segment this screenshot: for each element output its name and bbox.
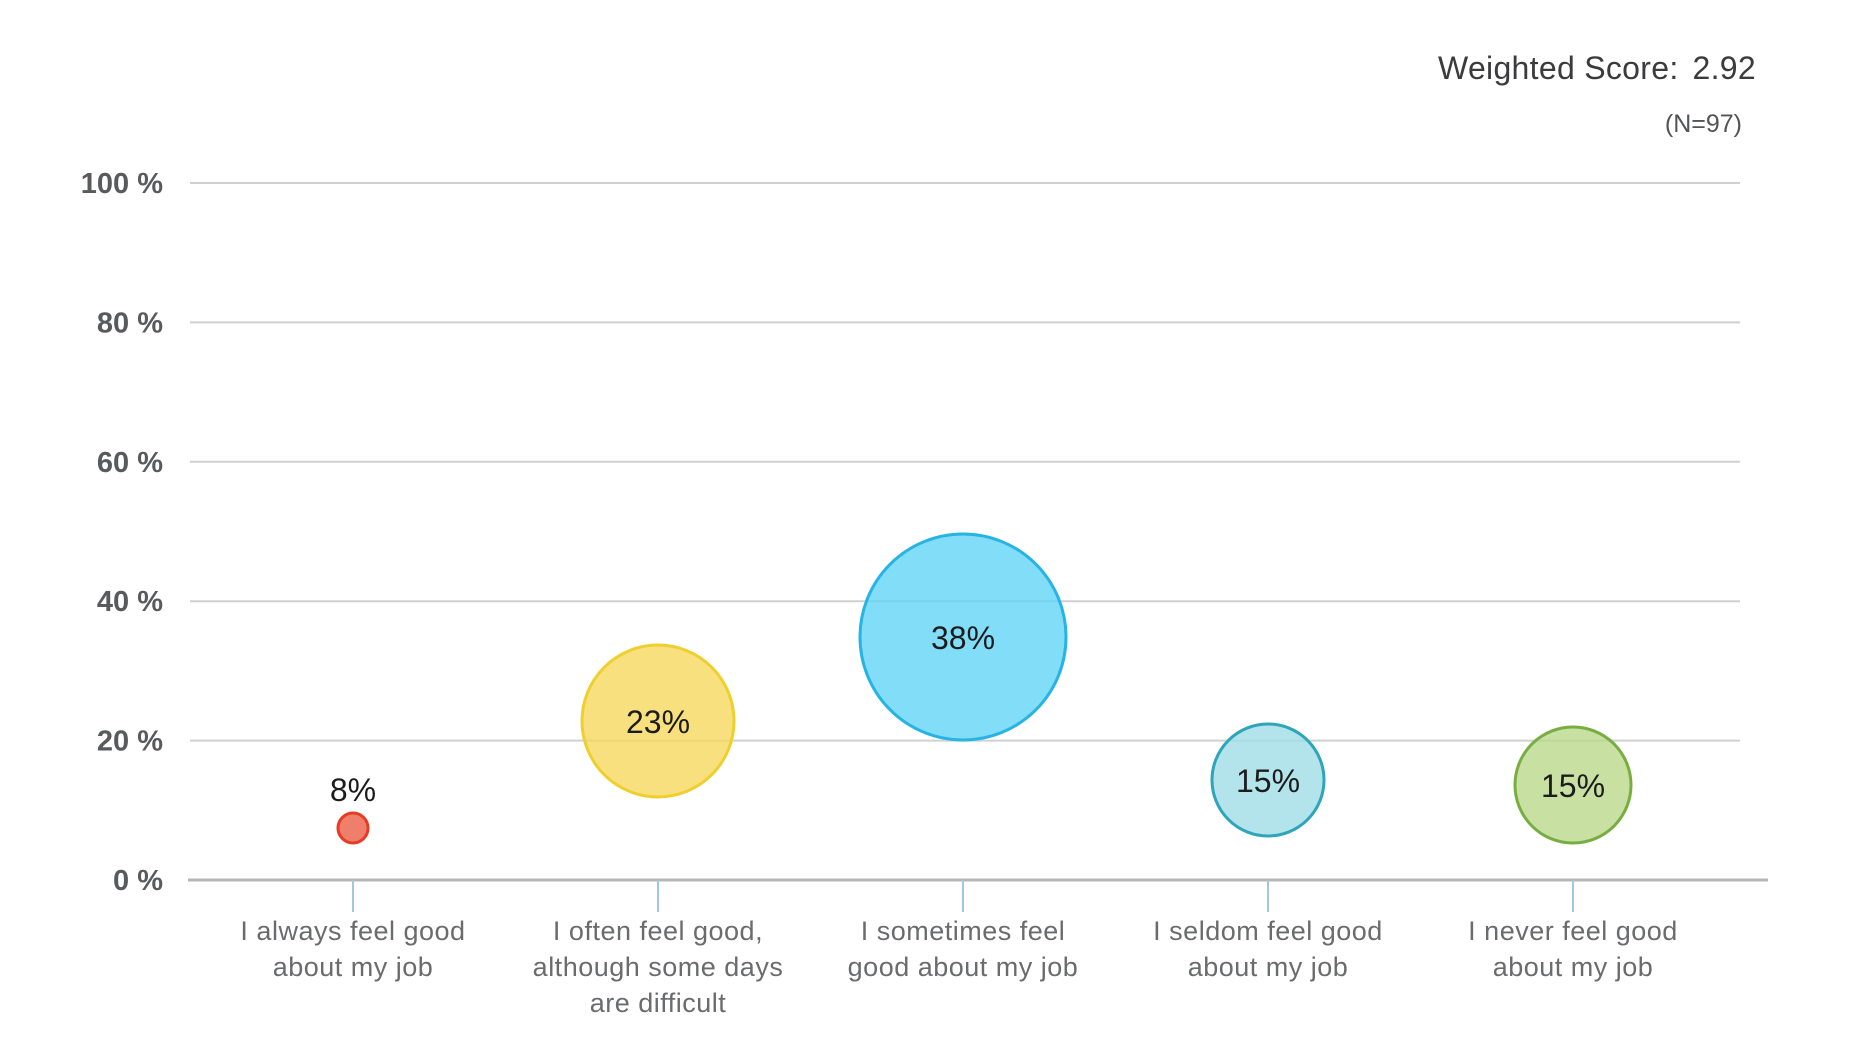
y-axis-label: 60 % [97,447,163,479]
y-axis-label: 40 % [97,586,163,618]
bubble-value-label: 15% [1541,768,1605,804]
bubble-3[interactable] [858,532,1068,742]
bubble-4[interactable] [1210,722,1326,838]
weighted-score-value: 2.92 [1692,50,1756,86]
x-axis-category-label: I always feel good about my job [240,916,465,982]
x-axis-category-label: I never feel good about my job [1468,916,1678,982]
bubble-1[interactable] [336,811,370,845]
y-axis-label: 0 % [113,865,163,897]
bubble-value-label: 23% [626,704,690,740]
bubble-value-label: 8% [330,772,376,808]
sample-size: (N=97) [1664,110,1742,138]
x-axis-category-label: I often feel good, although some days are … [533,916,784,1018]
y-axis-label: 100 % [81,168,163,200]
x-axis-category-label: I sometimes feel good about my job [848,916,1079,982]
x-axis-category-label: I seldom feel good about my job [1153,916,1383,982]
bubble-value-label: 15% [1236,763,1300,799]
bubble-value-label: 38% [931,620,995,656]
weighted-score: Weighted Score: 2.92 [1438,50,1756,87]
weighted-score-label: Weighted Score: [1438,50,1679,86]
bubble-5[interactable] [1513,725,1633,845]
y-axis-label: 20 % [97,726,163,758]
bubble-2[interactable] [580,643,736,799]
y-axis-label: 80 % [97,307,163,339]
